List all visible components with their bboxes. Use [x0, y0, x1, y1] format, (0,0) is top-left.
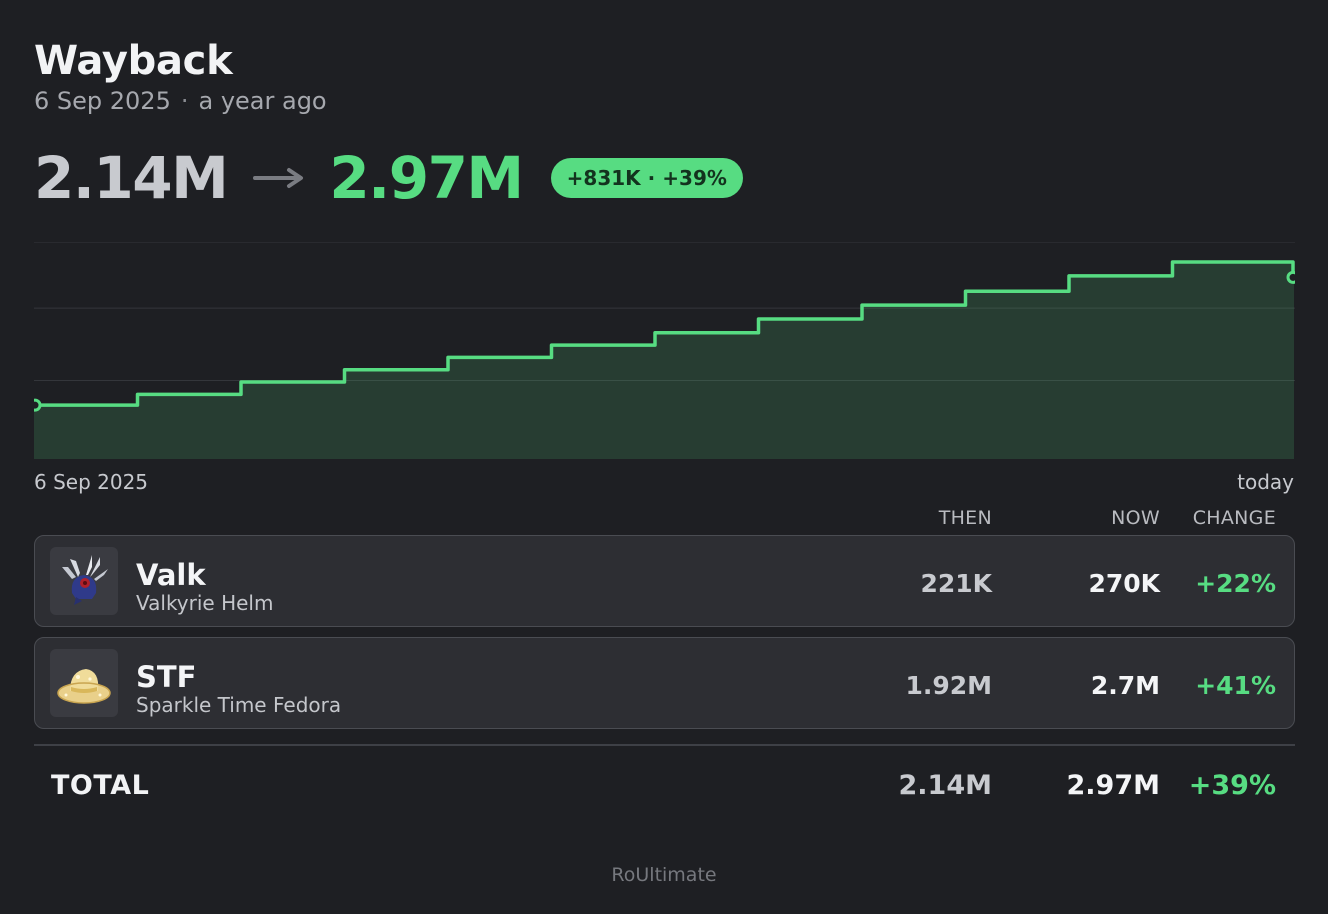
item-row-stf[interactable]: STF Sparkle Time Fedora 1.92M 2.7M +41% [34, 637, 1295, 729]
item-change: +41% [1195, 671, 1276, 700]
subtitle-separator: · [180, 87, 189, 115]
item-full-name: Sparkle Time Fedora [136, 693, 342, 717]
item-change: +22% [1195, 569, 1276, 598]
chart-series-line [34, 260, 1295, 407]
page-subtitle: 6 Sep 2025 · a year ago [34, 87, 327, 115]
footer-brand: RoUltimate [611, 864, 717, 886]
change-badge: +831K · +39% [550, 158, 743, 198]
column-header-then: THEN [938, 507, 992, 529]
total-now-value: 2.97M [1066, 770, 1161, 801]
page-title: Wayback [34, 38, 233, 84]
valkyrie-helm-icon [50, 547, 118, 615]
column-header-change: CHANGE [1192, 507, 1276, 529]
total-label: TOTAL [51, 770, 150, 801]
total-then-value: 2.14M [898, 770, 993, 801]
value-summary: 2.14M 2.97M +831K · +39% [34, 142, 743, 214]
badge-separator: · [647, 166, 656, 190]
item-row-valk[interactable]: Valk Valkyrie Helm 221K 270K +22% [34, 535, 1295, 627]
snapshot-date: 6 Sep 2025 [34, 87, 171, 115]
chart-area [34, 262, 1294, 459]
x-axis-start-label: 6 Sep 2025 [34, 470, 149, 494]
item-then-value: 1.92M [905, 671, 992, 700]
change-absolute: +831K [566, 166, 641, 190]
change-percent: +39% [662, 166, 727, 190]
arrow-right-icon [253, 168, 304, 188]
item-then-value: 221K [920, 569, 992, 598]
then-value: 2.14M [34, 144, 229, 212]
x-axis-end-label: today [1237, 470, 1294, 494]
column-header-now: NOW [1111, 507, 1160, 529]
chart-start-point [34, 398, 42, 412]
now-value: 2.97M [329, 144, 524, 212]
sparkle-fedora-icon [50, 649, 118, 717]
relative-time: a year ago [198, 87, 327, 115]
item-full-name: Valkyrie Helm [136, 591, 274, 615]
total-divider [34, 744, 1295, 746]
item-now-value: 270K [1088, 569, 1160, 598]
item-now-value: 2.7M [1090, 671, 1160, 700]
item-name: Valk [136, 558, 206, 592]
total-change: +39% [1188, 770, 1276, 801]
chart-end-point [1286, 270, 1295, 284]
item-name: STF [136, 660, 197, 694]
value-history-chart [34, 242, 1295, 459]
